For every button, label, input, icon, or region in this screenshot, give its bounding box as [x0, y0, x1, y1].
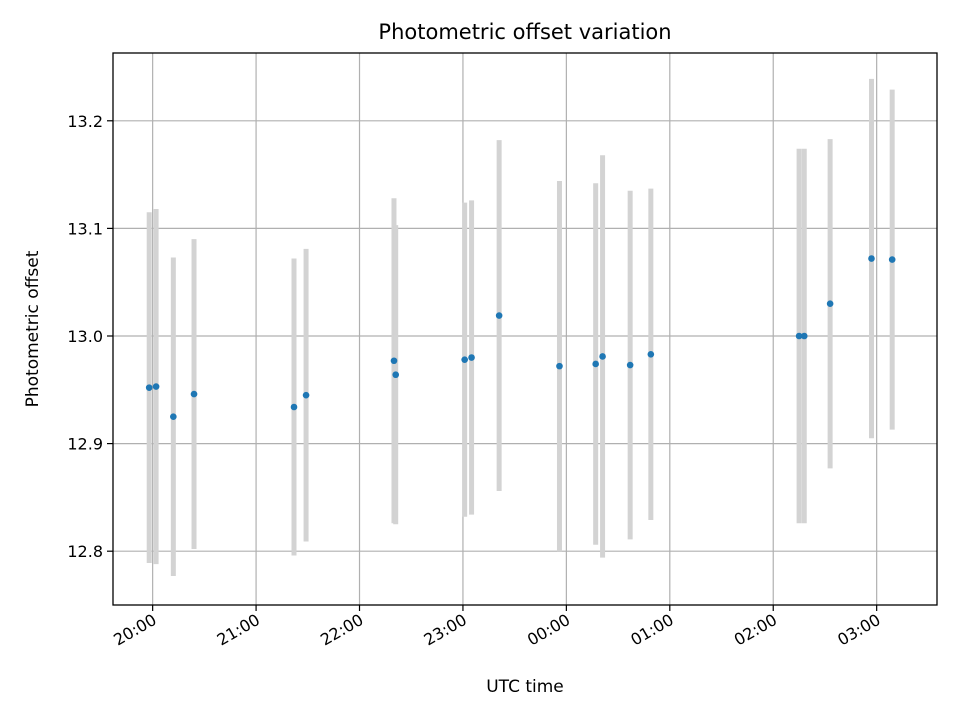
data-point: [599, 353, 606, 360]
data-point: [888, 256, 896, 263]
data-point: [461, 356, 468, 363]
data-point: [145, 384, 153, 391]
y-axis-label: Photometric offset: [23, 250, 43, 407]
data-point: [290, 403, 298, 411]
y-tick-label: 13.2: [67, 112, 103, 131]
data-point: [302, 391, 310, 399]
data-point: [170, 413, 177, 420]
data-point: [800, 332, 808, 340]
plot-frame: [112, 52, 938, 606]
data-point: [795, 332, 803, 340]
data-point: [392, 371, 400, 379]
x-axis-label: UTC time: [486, 677, 564, 697]
data-point: [626, 361, 634, 369]
data-point: [468, 354, 475, 361]
y-tick-label: 13.1: [67, 219, 103, 238]
y-tick-label: 12.9: [67, 435, 103, 454]
data-point: [556, 362, 563, 370]
data-point: [868, 255, 875, 262]
data-points: [145, 255, 896, 420]
data-point: [390, 357, 398, 365]
data-point: [826, 300, 834, 308]
data-point: [495, 312, 503, 319]
data-point: [592, 360, 599, 368]
data-point: [152, 383, 160, 390]
y-tick-label: 13.0: [67, 327, 103, 346]
data-point: [647, 350, 655, 358]
chart-title: Photometric offset variation: [378, 20, 671, 44]
y-tick-label: 12.8: [67, 542, 103, 561]
data-point: [190, 390, 198, 398]
